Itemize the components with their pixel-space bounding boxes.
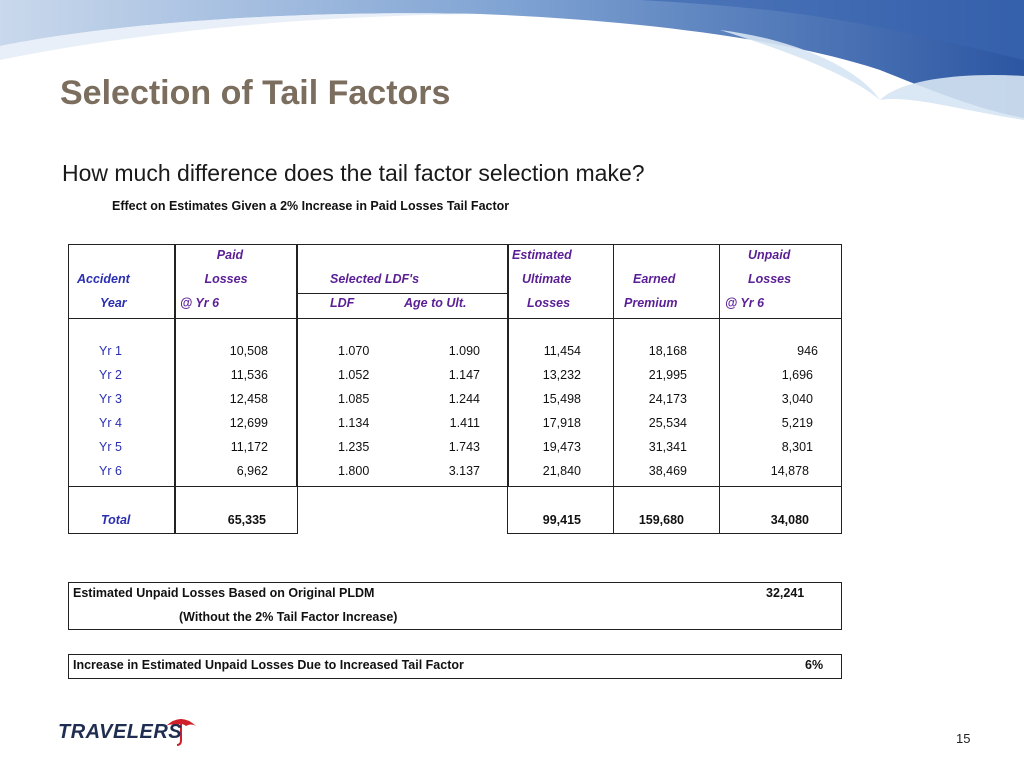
slide-subtitle: How much difference does the tail factor… — [62, 160, 645, 186]
tail-factor-table: Accident Year Paid Losses @ Yr 6 Selecte… — [68, 244, 842, 534]
row-ldf: 1.085 — [338, 392, 370, 406]
header-banner — [0, 0, 1024, 120]
header-ultimate: Ultimate — [522, 272, 572, 286]
row-age: 1.090 — [448, 344, 480, 358]
row-prem: 18,168 — [648, 344, 687, 358]
row-ldf: 1.134 — [338, 416, 370, 430]
travelers-logo: TRAVELERS — [58, 712, 208, 752]
row-ult: 11,454 — [543, 344, 581, 358]
header-paid-yr6: @ Yr 6 — [180, 296, 220, 310]
header-year: Year — [100, 296, 127, 310]
row-ldf: 1.235 — [338, 440, 370, 454]
total-label: Total — [101, 513, 131, 527]
total-ult: 99,415 — [542, 513, 581, 527]
row-age: 1.147 — [448, 368, 480, 382]
row-unpaid: 8,301 — [781, 440, 813, 454]
header-age-to-ult: Age to Ult. — [404, 296, 467, 310]
slide-title: Selection of Tail Factors — [60, 74, 451, 112]
row-year: Yr 2 — [99, 368, 122, 382]
row-unpaid: 946 — [797, 344, 818, 358]
page-number: 15 — [956, 731, 971, 746]
header-paid-losses: Losses — [204, 272, 248, 286]
row-year: Yr 3 — [99, 392, 122, 406]
row-paid: 6,962 — [236, 464, 268, 478]
row-year: Yr 6 — [99, 464, 122, 478]
header-premium: Premium — [624, 296, 678, 310]
row-prem: 21,995 — [648, 368, 687, 382]
paid-losses-column-box — [174, 244, 298, 534]
row-age: 1.244 — [448, 392, 480, 406]
row-ldf: 1.800 — [338, 464, 370, 478]
row-prem: 31,341 — [648, 440, 687, 454]
estimates-column-box — [507, 244, 842, 534]
row-year: Yr 4 — [99, 416, 122, 430]
header-rule-right — [507, 318, 842, 320]
increase-value: 6% — [805, 658, 824, 672]
row-year: Yr 1 — [99, 344, 122, 358]
row-ldf: 1.070 — [338, 344, 370, 358]
row-unpaid: 5,219 — [781, 416, 813, 430]
total-prem: 159,680 — [638, 513, 684, 527]
header-unpaid-losses: Losses — [748, 272, 792, 286]
row-unpaid: 3,040 — [781, 392, 813, 406]
row-year: Yr 5 — [99, 440, 122, 454]
ldf-header-rule — [296, 293, 509, 295]
row-prem: 24,173 — [648, 392, 687, 406]
increase-box: Increase in Estimated Unpaid Losses Due … — [68, 654, 842, 679]
row-paid: 11,172 — [230, 440, 268, 454]
header-estimated: Estimated — [512, 248, 572, 262]
header-rule-mid — [296, 318, 509, 320]
original-pldm-box: Estimated Unpaid Losses Based on Origina… — [68, 582, 842, 630]
row-unpaid: 1,696 — [781, 368, 813, 382]
row-age: 1.743 — [448, 440, 480, 454]
row-age: 3.137 — [448, 464, 480, 478]
divider-ult-earned — [613, 244, 615, 534]
row-ult: 15,498 — [542, 392, 581, 406]
logo-text: TRAVELERS — [58, 721, 183, 743]
row-unpaid: 14,878 — [770, 464, 809, 478]
row-age: 1.411 — [449, 416, 480, 430]
total-paid: 65,335 — [227, 513, 266, 527]
increase-label: Increase in Estimated Unpaid Losses Due … — [73, 658, 464, 672]
row-prem: 38,469 — [648, 464, 687, 478]
row-ldf: 1.052 — [338, 368, 370, 382]
header-earned: Earned — [633, 272, 676, 286]
header-accident: Accident — [77, 272, 130, 286]
original-pldm-note: (Without the 2% Tail Factor Increase) — [179, 610, 398, 624]
header-rule-left — [68, 318, 298, 320]
total-unpaid: 34,080 — [770, 513, 809, 527]
umbrella-icon — [166, 719, 196, 746]
divider-earned-unpaid — [719, 244, 721, 534]
header-est-losses: Losses — [527, 296, 571, 310]
header-unpaid-yr6: @ Yr 6 — [725, 296, 765, 310]
row-ult: 21,840 — [542, 464, 581, 478]
header-unpaid: Unpaid — [748, 248, 791, 262]
row-paid: 10,508 — [229, 344, 268, 358]
total-rule — [68, 486, 842, 488]
accident-year-column-box — [68, 244, 176, 534]
row-paid: 11,536 — [230, 368, 268, 382]
row-ult: 17,918 — [542, 416, 581, 430]
original-pldm-label: Estimated Unpaid Losses Based on Origina… — [73, 586, 375, 600]
row-ult: 13,232 — [542, 368, 581, 382]
row-paid: 12,699 — [229, 416, 268, 430]
original-pldm-value: 32,241 — [766, 586, 805, 600]
header-ldf: LDF — [330, 296, 355, 310]
table-caption: Effect on Estimates Given a 2% Increase … — [112, 199, 510, 213]
row-ult: 19,473 — [542, 440, 581, 454]
header-selected-ldfs: Selected LDF's — [330, 272, 420, 286]
row-prem: 25,534 — [648, 416, 687, 430]
header-paid: Paid — [216, 248, 244, 262]
row-paid: 12,458 — [229, 392, 268, 406]
